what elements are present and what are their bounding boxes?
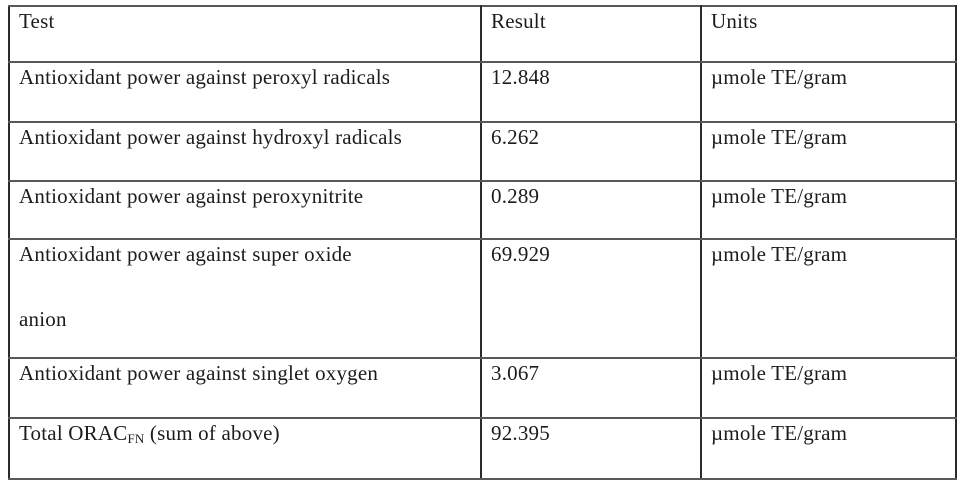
column-header-units: Units <box>700 5 957 63</box>
result-value: 6.262 <box>491 125 540 149</box>
units-value: µmole TE/gram <box>711 361 848 385</box>
test-name-total: Total ORACFN (sum of above) <box>19 420 474 468</box>
column-header-result: Result <box>480 5 702 63</box>
units-value: µmole TE/gram <box>711 125 848 149</box>
cell-result: 69.929 <box>480 238 702 359</box>
cell-units: µmole TE/gram <box>700 417 957 480</box>
result-value: 69.929 <box>491 242 550 266</box>
cell-test: Antioxidant power against super oxide an… <box>8 238 482 359</box>
table-row: Antioxidant power against peroxyl radica… <box>8 61 957 123</box>
result-value: 0.289 <box>491 184 540 208</box>
cell-result: 92.395 <box>480 417 702 480</box>
cell-test: Antioxidant power against singlet oxygen <box>8 357 482 419</box>
cell-units: µmole TE/gram <box>700 357 957 419</box>
total-orac-suffix: (sum of above) <box>144 421 280 445</box>
units-value: µmole TE/gram <box>711 421 848 445</box>
table-row: Antioxidant power against singlet oxygen… <box>8 357 957 419</box>
cell-result: 6.262 <box>480 121 702 182</box>
table-row: Antioxidant power against super oxide an… <box>8 238 957 359</box>
cell-result: 12.848 <box>480 61 702 123</box>
cell-test: Antioxidant power against peroxynitrite <box>8 180 482 240</box>
table-row: Antioxidant power against hydroxyl radic… <box>8 121 957 182</box>
test-name: Antioxidant power against peroxyl radica… <box>19 65 391 89</box>
cell-result: 0.289 <box>480 180 702 240</box>
cell-units: µmole TE/gram <box>700 238 957 359</box>
table-row-total: Total ORACFN (sum of above) 92.395 µmole… <box>8 417 957 480</box>
cell-units: µmole TE/gram <box>700 61 957 123</box>
cell-result: 3.067 <box>480 357 702 419</box>
cell-test: Total ORACFN (sum of above) <box>8 417 482 480</box>
test-name: Antioxidant power against super oxide an… <box>19 242 352 331</box>
test-name: Antioxidant power against peroxynitrite <box>19 184 364 208</box>
antioxidant-results-table: Test Result Units Antioxidant power agai… <box>8 5 957 480</box>
result-value: 92.395 <box>491 421 550 445</box>
table-row: Antioxidant power against peroxynitrite … <box>8 180 957 240</box>
column-header-test: Test <box>8 5 482 63</box>
table-header-row: Test Result Units <box>8 5 957 63</box>
column-header-test-label: Test <box>19 9 55 33</box>
cell-units: µmole TE/gram <box>700 180 957 240</box>
result-value: 12.848 <box>491 65 550 89</box>
total-orac-prefix: Total ORAC <box>19 421 128 445</box>
cell-test: Antioxidant power against hydroxyl radic… <box>8 121 482 182</box>
column-header-result-label: Result <box>491 9 546 33</box>
result-value: 3.067 <box>491 361 540 385</box>
units-value: µmole TE/gram <box>711 242 848 266</box>
test-name: Antioxidant power against hydroxyl radic… <box>19 125 403 149</box>
units-value: µmole TE/gram <box>711 184 848 208</box>
cell-test: Antioxidant power against peroxyl radica… <box>8 61 482 123</box>
total-orac-subscript: FN <box>127 431 145 446</box>
units-value: µmole TE/gram <box>711 65 848 89</box>
column-header-units-label: Units <box>711 9 758 33</box>
test-name: Antioxidant power against singlet oxygen <box>19 361 379 385</box>
cell-units: µmole TE/gram <box>700 121 957 182</box>
